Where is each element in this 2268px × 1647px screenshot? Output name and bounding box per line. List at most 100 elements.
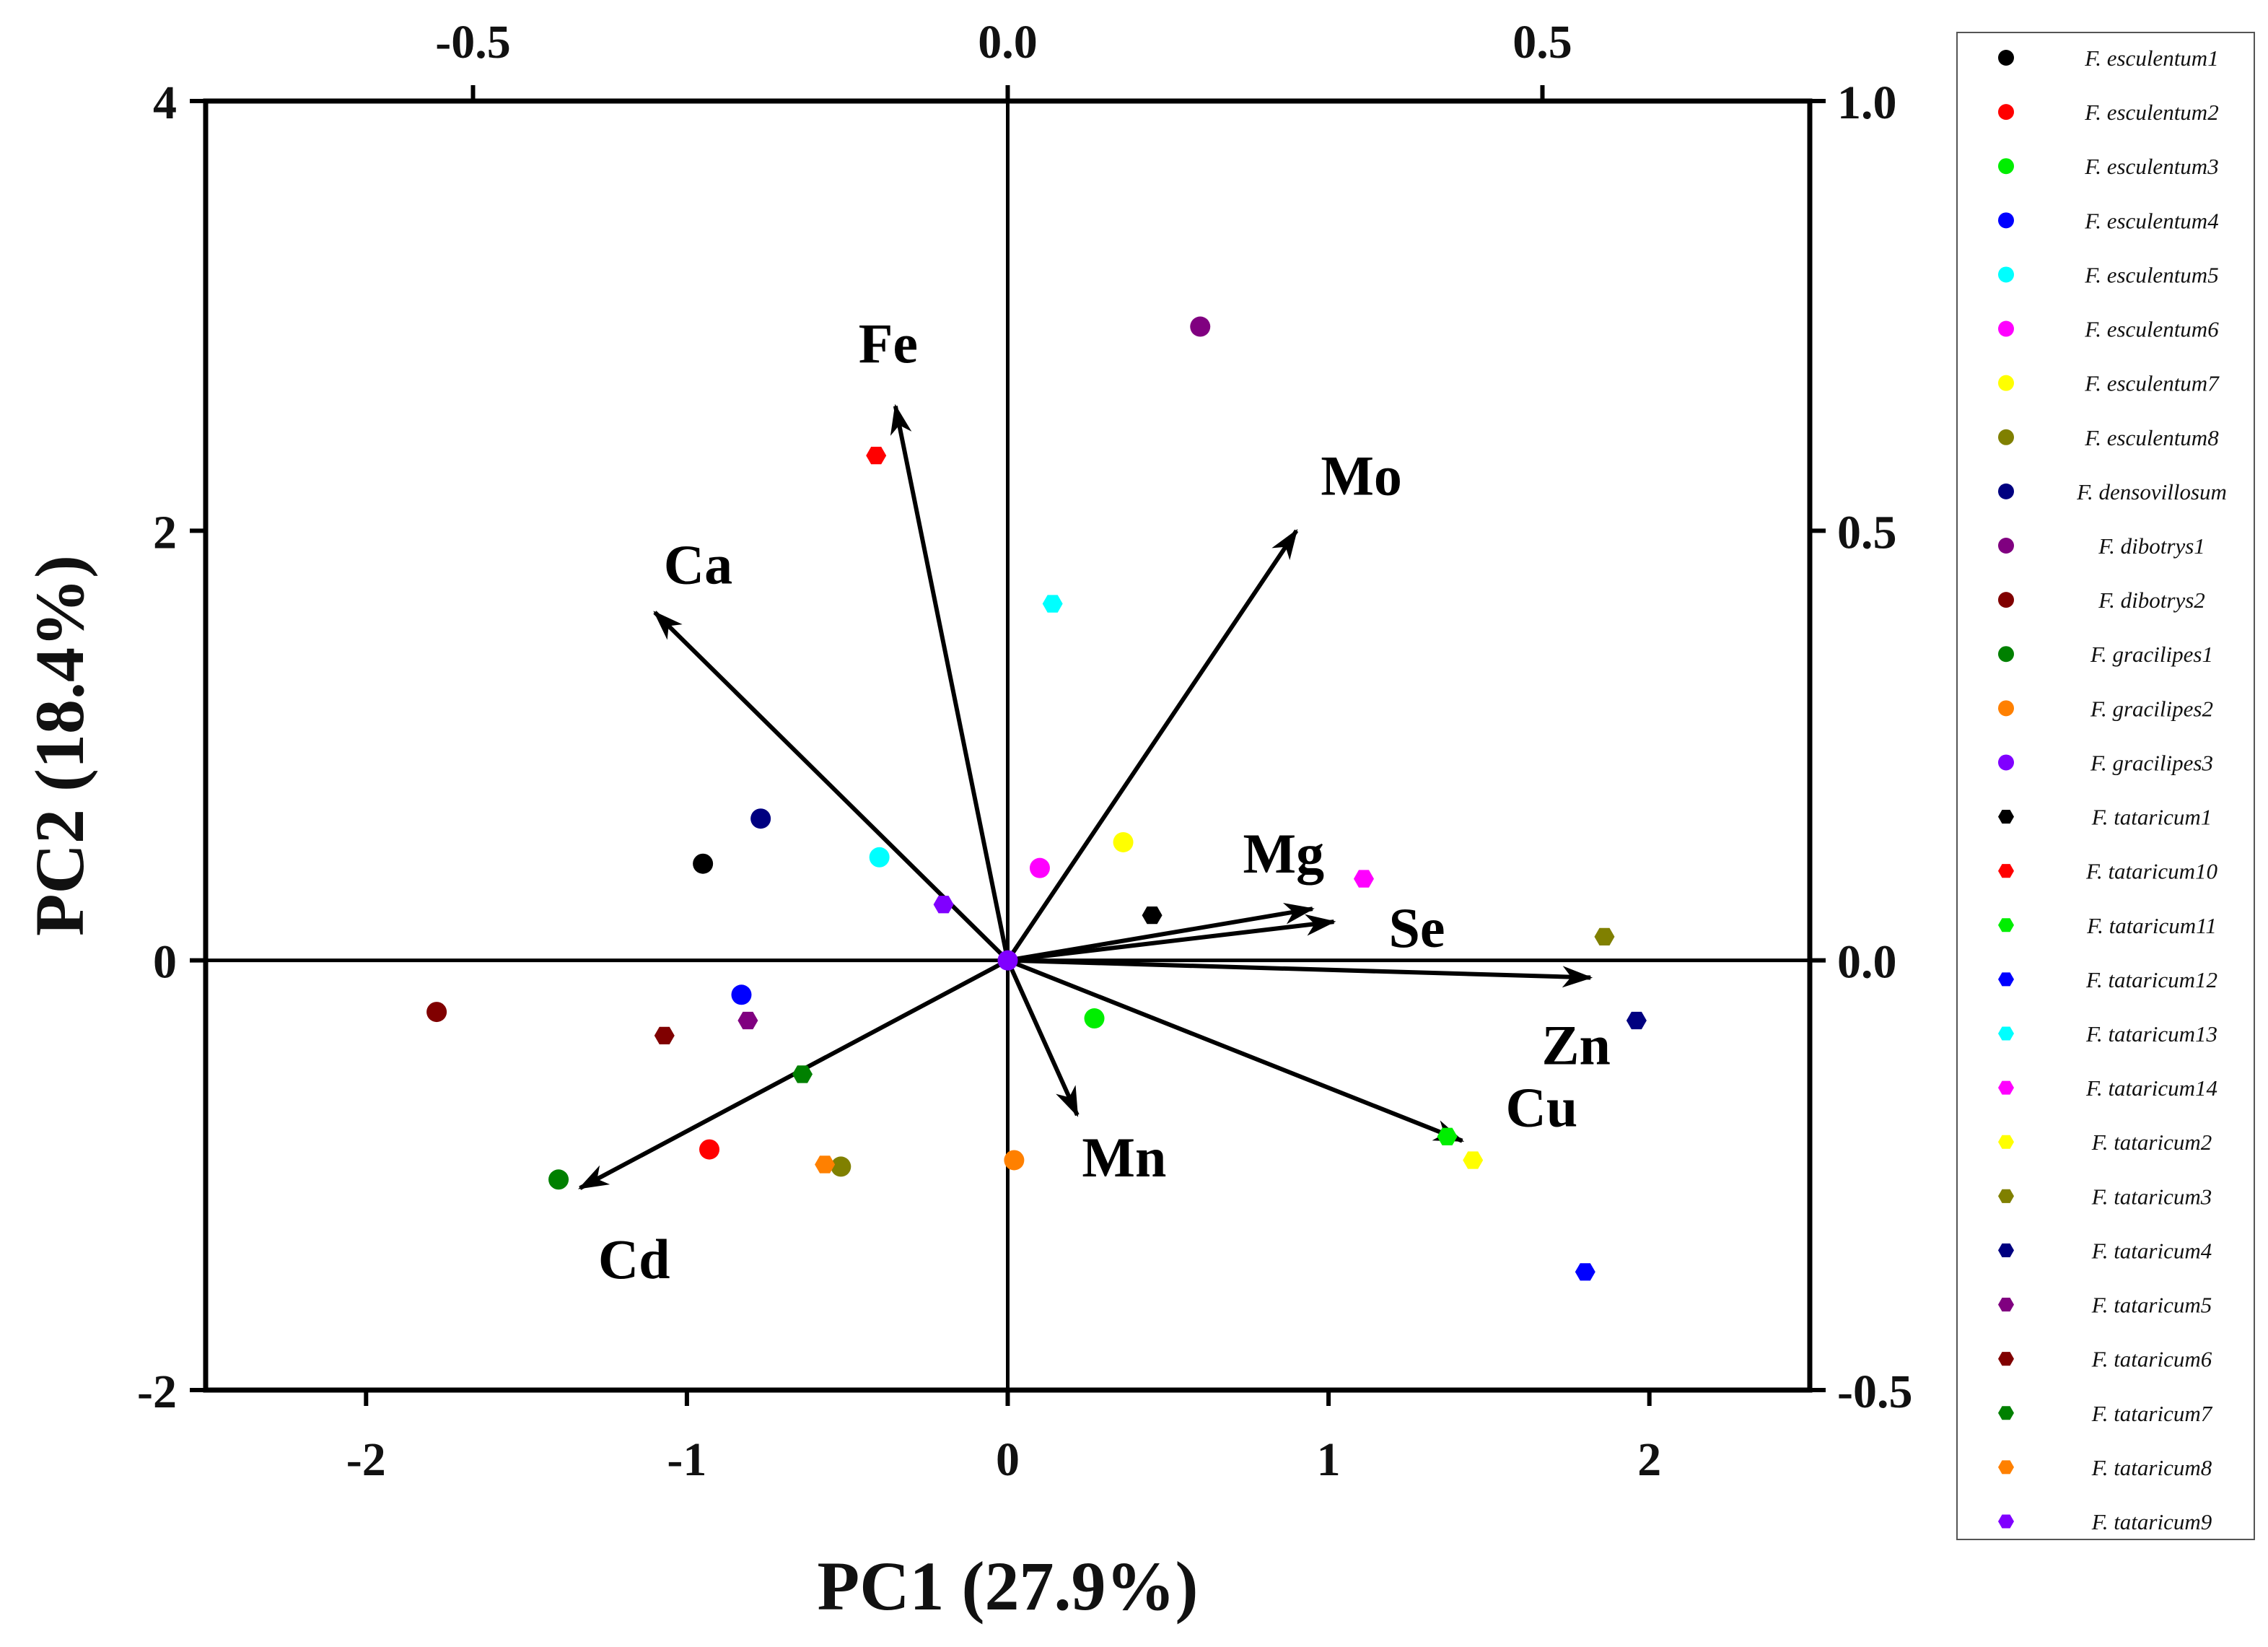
legend-marker (1998, 592, 2014, 608)
legend-label: F. tataricum11 (2086, 913, 2217, 938)
loading-label-ca: Ca (664, 533, 732, 595)
legend-label: F. gracilipes1 (2090, 642, 2213, 667)
data-point (737, 1011, 758, 1030)
legend-label: F. gracilipes2 (2090, 696, 2213, 721)
loading-arrow-mn (1005, 959, 1080, 1117)
legend-marker (1998, 1514, 2014, 1529)
data-point (1575, 1263, 1595, 1281)
legend-label: F. esculentum5 (2084, 262, 2218, 287)
loading-arrow-mo (1006, 528, 1299, 962)
data-point (699, 1139, 720, 1160)
y-tick-label: 2 (153, 506, 177, 559)
data-point (1029, 857, 1050, 878)
y-tick-label: -2 (137, 1366, 177, 1418)
labels-layer: -2 -1 0 1 2 -2 0 2 4 -0.5 0.0 0.5 -0.5 0.0 0.5 1.0 PC1 (… (21, 16, 1912, 1625)
loading-label-zn: Zn (1541, 1013, 1610, 1076)
data-point (1626, 1011, 1647, 1030)
legend-marker (1998, 429, 2014, 445)
legend-label: F. tataricum14 (2085, 1075, 2217, 1101)
legend-label: F. esculentum1 (2084, 45, 2218, 71)
legend: F. esculentum1 F. esculentum2 F. esculentu… (1956, 32, 2255, 1540)
legend-box (1956, 32, 2255, 1540)
data-point (1113, 831, 1134, 852)
loading-arrow-zn (1007, 958, 1593, 988)
legend-marker (1998, 375, 2014, 391)
y-tick-label: 4 (153, 77, 177, 129)
legend-marker (1998, 918, 2014, 932)
x-tick-label: 1 (1317, 1433, 1341, 1486)
loading-arrow-se (1007, 914, 1336, 963)
x-axis-title: PC1 (27.9%) (818, 1547, 1199, 1625)
data-point (997, 950, 1018, 971)
data-point (869, 847, 890, 868)
sample-points (426, 316, 1647, 1281)
legend-marker (1998, 1460, 2014, 1475)
data-point (792, 1065, 813, 1083)
data-point (815, 1155, 836, 1174)
data-point (750, 808, 771, 829)
loading-label-se: Se (1389, 896, 1445, 959)
loading-label-cu: Cu (1505, 1076, 1577, 1139)
loading-label-mn: Mn (1082, 1126, 1166, 1189)
loading-label-mg: Mg (1243, 822, 1325, 885)
top-tick-label: 0.5 (1512, 16, 1572, 69)
x-tick-label: -2 (346, 1433, 386, 1486)
legend-label: F. dibotrys1 (2098, 533, 2205, 559)
right-tick-label: 1.0 (1837, 77, 1897, 129)
legend-marker (1998, 1243, 2014, 1257)
data-point (731, 984, 752, 1005)
y-axis-title: PC2 (18.4%) (21, 555, 98, 936)
legend-marker (1998, 50, 2014, 66)
legend-label: F. tataricum5 (2091, 1293, 2212, 1318)
data-point (693, 853, 714, 874)
legend-marker (1998, 700, 2014, 717)
legend-label: F. tataricum3 (2091, 1184, 2212, 1209)
legend-marker (1998, 1352, 2014, 1366)
legend-label: F. esculentum7 (2084, 371, 2220, 396)
loading-label-mo: Mo (1321, 444, 1402, 507)
y-tick-label: 0 (153, 936, 177, 989)
legend-marker (1998, 864, 2014, 878)
legend-label: F. tataricum10 (2085, 859, 2217, 884)
legend-label: F. esculentum4 (2084, 208, 2218, 233)
loading-vectors (578, 403, 1593, 1190)
x-tick-label: -1 (667, 1433, 706, 1486)
data-point (1004, 1150, 1025, 1171)
legend-marker (1998, 646, 2014, 663)
loading-arrow-ca (653, 611, 1010, 962)
legend-marker (1998, 1406, 2014, 1420)
data-point (831, 1156, 851, 1177)
legend-marker (1998, 538, 2014, 554)
data-point (548, 1169, 569, 1190)
data-point (1594, 927, 1615, 945)
legend-label: F. esculentum8 (2084, 425, 2219, 450)
legend-marker (1998, 972, 2014, 987)
data-point (1463, 1151, 1484, 1169)
data-point (1354, 870, 1374, 888)
data-point (1042, 595, 1063, 613)
legend-marker (1998, 212, 2014, 229)
data-point (426, 1002, 447, 1023)
legend-marker (1998, 266, 2014, 283)
right-tick-label: 0.0 (1837, 936, 1897, 989)
legend-label: F. tataricum7 (2091, 1401, 2213, 1426)
legend-label: F. tataricum4 (2091, 1238, 2212, 1263)
legend-label: F. dibotrys2 (2098, 587, 2205, 613)
data-point (1437, 1127, 1458, 1145)
top-tick-label: -0.5 (435, 16, 510, 69)
legend-marker (1998, 1189, 2014, 1203)
legend-marker (1998, 320, 2014, 337)
legend-label: F. tataricum13 (2085, 1021, 2217, 1047)
loading-label-cd: Cd (598, 1228, 670, 1290)
legend-marker (1998, 104, 2014, 121)
legend-marker (1998, 158, 2014, 175)
data-point (654, 1026, 675, 1044)
legend-label: F. esculentum2 (2084, 100, 2218, 125)
legend-label: F. esculentum6 (2084, 317, 2219, 342)
loading-label-fe: Fe (859, 313, 918, 375)
data-point (1142, 906, 1163, 925)
data-point (933, 896, 954, 914)
legend-marker (1998, 483, 2014, 499)
legend-label: F. tataricum8 (2091, 1455, 2212, 1480)
